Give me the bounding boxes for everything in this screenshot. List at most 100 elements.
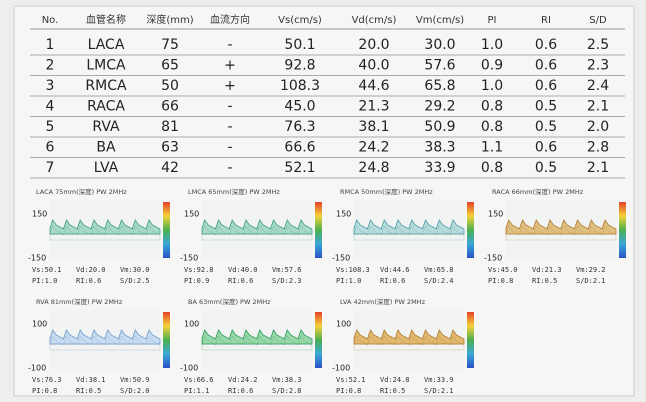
table-cell: 65 <box>161 58 179 74</box>
stat: Vs:108.3 <box>336 266 370 274</box>
stat: Vd:20.0 <box>76 266 106 274</box>
stat: Vm:50.9 <box>120 376 150 384</box>
stat: PI:0.8 <box>32 387 57 395</box>
table-cell: 38.1 <box>358 119 389 135</box>
scale-top: 100 <box>336 320 351 329</box>
stat: Vs:66.6 <box>184 376 214 384</box>
table-cell: LACA <box>88 37 125 53</box>
table-cell: 0.6 <box>535 140 557 156</box>
table-cell: 52.1 <box>284 160 315 176</box>
scale-top: 150 <box>32 210 47 219</box>
scale-top: 150 <box>184 210 199 219</box>
table-cell: 2.4 <box>587 78 609 94</box>
table-cell: 30.0 <box>424 37 455 53</box>
table-cell: 33.9 <box>424 160 455 176</box>
header-cell: PI <box>488 15 497 26</box>
stat: PI:0.8 <box>488 277 513 285</box>
stat: S/D:2.0 <box>120 387 150 395</box>
table-cell: 7 <box>46 160 55 176</box>
spectrum <box>353 219 465 235</box>
table-cell: RMCA <box>85 78 127 94</box>
table-cell: 44.6 <box>358 78 389 94</box>
waveform-panel: LACA 75mm(深度) PW 2MHz 150 -150 Vs:50.1 Vd:20… <box>28 187 170 285</box>
stat: RI:0.6 <box>228 277 253 285</box>
scale-top: 150 <box>336 210 351 219</box>
envelope <box>505 225 617 241</box>
stat: PI:1.0 <box>336 277 361 285</box>
table-cell: 24.2 <box>358 140 389 156</box>
results-table: No. 血管名称 深度(mm) 血流方向 Vs(cm/s) Vd(cm/s) Vm(cm/s… <box>30 13 625 179</box>
table-cell: 0.8 <box>481 99 503 115</box>
scale-bottom: -150 <box>484 254 502 263</box>
header-cell: Vd(cm/s) <box>352 15 397 26</box>
table-cell: 65.8 <box>424 78 455 94</box>
table-cell: 50.9 <box>424 119 455 135</box>
table-cell: 2 <box>46 58 55 74</box>
stat: RI:0.6 <box>76 277 101 285</box>
scale-top: 150 <box>488 210 503 219</box>
color-bar <box>315 202 322 258</box>
stat: S/D:2.5 <box>120 277 150 285</box>
table-cell: 40.0 <box>358 58 389 74</box>
stat: Vs:52.1 <box>336 376 366 384</box>
envelope <box>49 335 161 351</box>
table-cell: 81 <box>161 119 179 135</box>
table-cell: 6 <box>46 140 55 156</box>
table-cell: 0.8 <box>481 119 503 135</box>
stat: Vd:40.0 <box>228 266 258 274</box>
stat: PI:0.8 <box>336 387 361 395</box>
table-cell: 0.9 <box>481 58 503 74</box>
table-cell: - <box>227 160 232 176</box>
table-cell: 1 <box>46 37 55 53</box>
header-cell: 血流方向 <box>210 13 250 26</box>
table-cell: 3 <box>46 78 55 94</box>
scale-bottom: -150 <box>332 254 350 263</box>
scale-bottom: -100 <box>332 364 350 373</box>
stat: Vm:30.0 <box>120 266 150 274</box>
table-cell: 50 <box>161 78 179 94</box>
table-cell: 108.3 <box>280 78 320 94</box>
table-cell: 45.0 <box>284 99 315 115</box>
envelope <box>353 335 465 351</box>
table-cell: 57.6 <box>424 58 455 74</box>
stat: Vd:24.8 <box>380 376 410 384</box>
table-cell: 2.1 <box>587 99 609 115</box>
header-cell: 血管名称 <box>86 13 126 26</box>
table-cell: 1.0 <box>481 78 503 94</box>
stat: Vs:92.8 <box>184 266 214 274</box>
table-cell: 1.0 <box>481 37 503 53</box>
stat: S/D:2.8 <box>272 387 302 395</box>
stat: S/D:2.4 <box>424 277 454 285</box>
stat: Vm:29.2 <box>576 266 606 274</box>
stat: PI:0.9 <box>184 277 209 285</box>
stat: Vm:65.8 <box>424 266 454 274</box>
spectrum <box>201 329 313 345</box>
waveform-panel: RVA 81mm(深度) PW 2MHz 100 -100 Vs:76.3 Vd:38.… <box>28 297 170 395</box>
envelope <box>353 225 465 241</box>
table-cell: 0.6 <box>535 58 557 74</box>
table-cell: 2.5 <box>587 37 609 53</box>
stat: Vd:21.3 <box>532 266 562 274</box>
stat: RI:0.6 <box>380 277 405 285</box>
table-cell: 29.2 <box>424 99 455 115</box>
header-cell: RI <box>541 15 551 26</box>
table-cell: 2.1 <box>587 160 609 176</box>
table-cell: 42 <box>161 160 179 176</box>
stat: PI:1.1 <box>184 387 209 395</box>
scale-bottom: -150 <box>28 254 46 263</box>
spectrum <box>353 329 465 345</box>
table-cell: 0.8 <box>481 160 503 176</box>
table-cell: 24.8 <box>358 160 389 176</box>
waveform-panel: LMCA 65mm(深度) PW 2MHz 150 -150 Vs:92.8 Vd:40… <box>180 187 322 285</box>
stat: Vm:33.9 <box>424 376 454 384</box>
table-cell: 66.6 <box>284 140 315 156</box>
header-cell: No. <box>42 15 59 26</box>
spectrum <box>49 329 161 345</box>
stat: Vs:76.3 <box>32 376 62 384</box>
envelope <box>201 225 313 241</box>
stat: S/D:2.3 <box>272 277 302 285</box>
envelope <box>49 225 161 241</box>
header-cell: 深度(mm) <box>146 13 193 26</box>
stat: Vs:45.0 <box>488 266 518 274</box>
